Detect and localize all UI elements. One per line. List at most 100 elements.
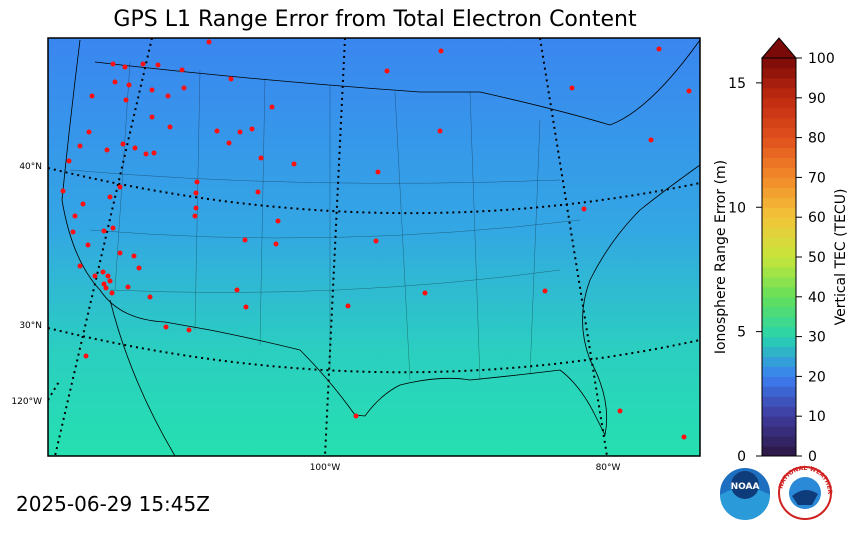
station bbox=[77, 263, 83, 269]
colorbar-segment bbox=[762, 217, 796, 228]
colorbar-segment bbox=[762, 356, 796, 367]
noaa-text: NOAA bbox=[731, 482, 760, 492]
colorbar-segment bbox=[762, 197, 796, 208]
station bbox=[258, 155, 264, 161]
station bbox=[72, 213, 78, 219]
right-tick-label: 40 bbox=[808, 290, 826, 306]
colorbar-segment bbox=[762, 117, 796, 129]
station bbox=[100, 269, 106, 275]
left-tick-label: 0 bbox=[737, 449, 746, 465]
station bbox=[117, 184, 123, 190]
station bbox=[101, 281, 107, 287]
station bbox=[117, 250, 123, 256]
station bbox=[80, 201, 86, 207]
station bbox=[125, 284, 131, 290]
left-tick-label: 15 bbox=[728, 76, 746, 92]
station bbox=[422, 290, 428, 296]
colorbar-segment bbox=[762, 107, 796, 119]
colorbar-segment bbox=[762, 257, 796, 268]
colorbar-extend bbox=[760, 37, 798, 59]
station bbox=[384, 68, 390, 74]
station bbox=[143, 151, 149, 157]
station bbox=[373, 238, 379, 244]
colorbar-segment bbox=[762, 147, 796, 158]
station bbox=[101, 228, 107, 234]
station bbox=[149, 87, 155, 93]
colorbar-segment bbox=[762, 366, 796, 377]
station bbox=[228, 76, 234, 82]
station bbox=[149, 114, 155, 120]
timestamp: 2025-06-29 15:45Z bbox=[16, 492, 210, 516]
station bbox=[686, 88, 692, 94]
station bbox=[163, 324, 169, 330]
station bbox=[438, 48, 444, 54]
right-tick-label: 10 bbox=[808, 409, 826, 425]
colorbar-segment bbox=[762, 177, 796, 188]
right-tick-label: 30 bbox=[808, 330, 826, 346]
colorbar-segment bbox=[762, 237, 796, 248]
station bbox=[122, 64, 128, 70]
right-tick-label: 90 bbox=[808, 91, 826, 107]
station bbox=[104, 147, 110, 153]
right-tick-label: 100 bbox=[808, 51, 835, 67]
station bbox=[89, 93, 95, 99]
station bbox=[243, 304, 249, 310]
right-tick-label: 50 bbox=[808, 250, 826, 266]
colorbar-segment bbox=[762, 316, 796, 328]
station bbox=[275, 218, 281, 224]
station bbox=[109, 290, 115, 296]
station bbox=[83, 353, 89, 359]
station bbox=[167, 124, 173, 130]
station bbox=[656, 46, 662, 52]
station bbox=[179, 67, 185, 73]
colorbar-segment bbox=[762, 446, 796, 457]
station bbox=[155, 62, 161, 68]
station bbox=[151, 150, 157, 156]
right-tick-label: 70 bbox=[808, 170, 826, 186]
colorbar: 0 10 20 30 40 50 60 70 80 90 100 0 5 10 15 bbox=[728, 37, 835, 465]
station bbox=[249, 126, 255, 132]
station bbox=[214, 128, 220, 134]
station bbox=[105, 273, 111, 279]
station bbox=[120, 141, 126, 147]
station bbox=[165, 93, 171, 99]
station bbox=[181, 85, 187, 91]
station bbox=[193, 190, 199, 196]
lat-label: 40°N bbox=[19, 162, 42, 172]
colorbar-segment bbox=[762, 296, 796, 308]
colorbar-segment bbox=[762, 97, 796, 109]
colorbar-segment bbox=[762, 67, 796, 79]
station bbox=[85, 242, 91, 248]
station bbox=[681, 434, 687, 440]
right-tick-label: 60 bbox=[808, 210, 826, 226]
colorbar-segment bbox=[762, 396, 796, 407]
station bbox=[103, 285, 109, 291]
colorbar-segment bbox=[762, 336, 796, 348]
station bbox=[353, 413, 359, 419]
colorbar-segment bbox=[762, 167, 796, 178]
colorbar-segment bbox=[762, 386, 796, 397]
colorbar-segment bbox=[762, 406, 796, 417]
colorbar-segment bbox=[762, 376, 796, 387]
station bbox=[110, 61, 116, 67]
right-tick-label: 0 bbox=[808, 449, 817, 465]
station bbox=[70, 229, 76, 235]
station bbox=[273, 241, 279, 247]
station bbox=[186, 327, 192, 333]
colorbar-segment bbox=[762, 207, 796, 218]
colorbar-segment bbox=[762, 326, 796, 338]
station bbox=[648, 137, 654, 143]
colorbar-segment bbox=[762, 87, 796, 99]
left-tick-label: 10 bbox=[728, 200, 746, 216]
lon-label: 100°W bbox=[310, 463, 341, 473]
station bbox=[112, 79, 118, 85]
right-tick-label: 20 bbox=[808, 369, 826, 385]
station bbox=[542, 288, 548, 294]
station bbox=[193, 205, 199, 211]
left-tick-label: 5 bbox=[737, 325, 746, 341]
station bbox=[581, 206, 587, 212]
station bbox=[569, 85, 575, 91]
noaa-logo: NOAA bbox=[720, 468, 770, 520]
station bbox=[617, 408, 623, 414]
